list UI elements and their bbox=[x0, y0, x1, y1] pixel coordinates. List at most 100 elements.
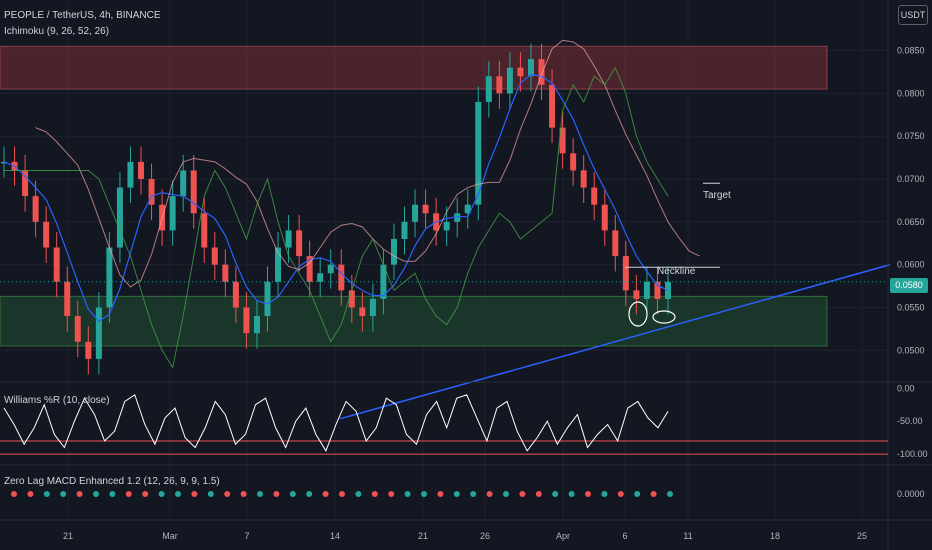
candle-body bbox=[211, 247, 218, 265]
candle-body bbox=[496, 76, 503, 94]
lagging-span bbox=[4, 66, 669, 369]
candle-body bbox=[190, 170, 197, 214]
macd-signal-dot bbox=[11, 491, 17, 497]
candle-body bbox=[390, 238, 397, 265]
candle-body bbox=[95, 307, 102, 359]
macd-signal-dot bbox=[503, 491, 509, 497]
macd-signal-dot bbox=[486, 491, 493, 497]
macd-signal-dot bbox=[240, 491, 247, 497]
candle-body bbox=[612, 230, 619, 257]
candle-body bbox=[422, 204, 429, 214]
x-tick-label: 25 bbox=[857, 531, 867, 541]
candle-body bbox=[64, 281, 71, 317]
y-tick-label: 0.0800 bbox=[897, 88, 925, 98]
candle-body bbox=[306, 256, 313, 282]
williams-label[interactable]: Williams %R (10, close) bbox=[4, 395, 110, 406]
candle-body bbox=[275, 247, 282, 282]
candle-body bbox=[506, 67, 513, 94]
macd-signal-dot bbox=[191, 491, 198, 497]
candle-body bbox=[127, 161, 134, 188]
double-bottom-marker bbox=[652, 310, 676, 324]
candle-body bbox=[85, 341, 92, 359]
candle-body bbox=[475, 101, 482, 205]
candle-body bbox=[654, 281, 661, 299]
candle-body bbox=[454, 213, 461, 222]
candle-body bbox=[570, 153, 577, 171]
macd-tick: 0.0000 bbox=[897, 489, 925, 499]
leading-span bbox=[35, 39, 700, 288]
macd-signal-dot bbox=[568, 491, 575, 497]
candle-body bbox=[180, 170, 187, 197]
y-tick-label: 0.0700 bbox=[897, 174, 925, 184]
macd-signal-dot bbox=[158, 491, 165, 497]
candle-body bbox=[485, 76, 492, 102]
macd-signal-dot bbox=[27, 491, 34, 497]
currency-button[interactable]: USDT bbox=[898, 5, 928, 25]
candle-body bbox=[359, 307, 366, 317]
y-tick-label: 0.0550 bbox=[897, 302, 925, 312]
x-tick-label: Apr bbox=[556, 531, 570, 541]
target-annotation: Target bbox=[703, 190, 731, 201]
x-tick-label: 21 bbox=[418, 531, 428, 541]
x-tick-label: Mar bbox=[162, 531, 178, 541]
candle-body bbox=[401, 221, 408, 239]
candle-body bbox=[43, 221, 50, 248]
candle-body bbox=[264, 281, 271, 317]
macd-signal-dot bbox=[125, 491, 132, 497]
macd-signal-dot bbox=[404, 491, 411, 497]
candle-body bbox=[338, 264, 345, 291]
x-tick-label: 14 bbox=[330, 531, 340, 541]
williams-line bbox=[3, 394, 669, 452]
macd-label[interactable]: Zero Lag MACD Enhanced 1.2 (12, 26, 9, 9… bbox=[4, 476, 220, 487]
candle-body bbox=[148, 179, 155, 205]
macd-signal-dot bbox=[552, 491, 559, 497]
macd-signal-dot bbox=[339, 491, 345, 497]
candle-body bbox=[53, 247, 60, 282]
macd-signal-dot bbox=[355, 491, 362, 497]
williams-tick: 0.00 bbox=[897, 383, 915, 393]
x-tick-label: 7 bbox=[244, 531, 249, 541]
candle-body bbox=[601, 204, 608, 231]
y-tick-label: 0.0750 bbox=[897, 131, 925, 141]
ichimoku-label[interactable]: Ichimoku (9, 26, 52, 26) bbox=[4, 26, 110, 37]
trendline bbox=[339, 263, 891, 420]
x-tick-label: 18 bbox=[770, 531, 780, 541]
macd-signal-dot bbox=[289, 491, 296, 497]
macd-signal-dot bbox=[453, 491, 460, 497]
macd-signal-dot bbox=[60, 491, 67, 497]
macd-signal-dot bbox=[601, 491, 608, 497]
candle-body bbox=[201, 213, 208, 248]
support-zone bbox=[0, 295, 828, 347]
candle-body bbox=[527, 59, 534, 77]
last-price-tag: 0.0580 bbox=[890, 278, 928, 293]
y-tick-label: 0.0600 bbox=[897, 260, 925, 270]
candle-body bbox=[633, 290, 640, 299]
macd-signal-dot bbox=[667, 491, 673, 497]
candle-body bbox=[32, 196, 39, 222]
candle-body bbox=[253, 316, 260, 334]
candle-body bbox=[380, 264, 387, 299]
candle-body bbox=[138, 161, 145, 180]
macd-signal-dot bbox=[93, 491, 99, 497]
candle-body bbox=[106, 247, 113, 308]
williams-tick: -50.00 bbox=[897, 416, 923, 426]
y-tick-label: 0.0850 bbox=[897, 46, 925, 56]
macd-signal-dot bbox=[388, 491, 395, 497]
macd-signal-dot bbox=[175, 491, 181, 497]
x-tick-label: 6 bbox=[622, 531, 627, 541]
candle-body bbox=[517, 67, 524, 77]
candle-body bbox=[538, 59, 545, 85]
candle-body bbox=[580, 170, 587, 188]
x-tick-label: 21 bbox=[63, 531, 73, 541]
candle-body bbox=[622, 256, 629, 291]
x-tick-label: 11 bbox=[683, 531, 692, 541]
candle-body bbox=[243, 307, 250, 334]
macd-signal-dot bbox=[535, 491, 542, 497]
macd-signal-dot bbox=[257, 491, 263, 497]
y-tick-label: 0.0500 bbox=[897, 345, 925, 355]
candle-body bbox=[285, 230, 292, 248]
candle-body bbox=[296, 230, 303, 257]
macd-signal-dot bbox=[634, 491, 641, 497]
candle-body bbox=[348, 290, 355, 308]
